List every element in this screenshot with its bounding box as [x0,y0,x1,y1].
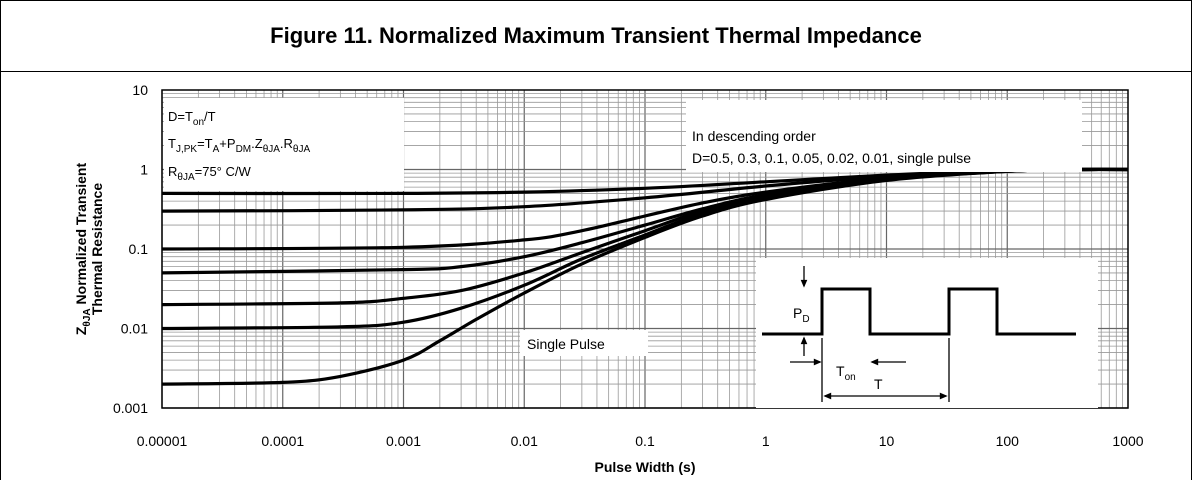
order-annotation: In descending order D=0.5, 0.3, 0.1, 0.0… [686,100,1082,172]
params-line-3: RθJA=75° C/W [168,164,251,183]
y-tick-label: 0.01 [121,321,148,337]
x-tick-label: 10 [879,433,895,449]
x-tick-label: 0.0001 [261,433,304,449]
x-axis-label: Pulse Width (s) [595,459,696,475]
order-line-2: D=0.5, 0.3, 0.1, 0.05, 0.02, 0.01, singl… [692,150,971,166]
pulse-waveform [762,287,1076,336]
arrow-head [800,279,808,288]
ton-label: Ton [836,363,856,383]
arrow-head [800,336,808,345]
y-tick-label: 0.001 [113,400,148,416]
arrow-head [823,392,832,400]
x-tick-label: 0.00001 [137,433,188,449]
inset-dimension-arrows [790,266,950,402]
params-line-1: D=Ton/T [168,109,216,128]
x-tick-label: 1000 [1112,433,1143,449]
arrow-head [939,392,948,400]
arrow-head [813,358,822,366]
y-tick-label: 1 [140,162,148,178]
x-tick-label: 0.001 [386,433,421,449]
x-tick-label: 1 [762,433,770,449]
period-label: T [874,376,883,392]
params-line-2: TJ,PK=TA+PDM.ZθJA.RθJA [168,136,310,155]
y-axis-label-line-1: ZθJA Normalized Transient [73,163,93,336]
title-bar: Figure 11. Normalized Maximum Transient … [1,1,1191,72]
params-annotation: D=Ton/T TJ,PK=TA+PDM.ZθJA.RθJA RθJA=75° … [164,98,404,191]
figure-title: Figure 11. Normalized Maximum Transient … [270,23,922,48]
single-pulse-label: Single Pulse [527,336,605,352]
y-axis-label: ZθJA Normalized Transient Thermal Resist… [73,163,105,336]
params-box [164,98,404,191]
y-tick-label: 0.1 [129,241,149,257]
series-line-6 [161,167,1129,386]
pulse-waveform-inset: PD Ton T [756,258,1098,408]
single-pulse-box [520,330,648,356]
order-line-1: In descending order [692,128,816,144]
arrow-head [870,358,879,366]
single-pulse-annotation: Single Pulse [520,330,648,356]
x-tick-label: 0.01 [511,433,538,449]
order-box [686,100,1082,172]
tick-labels: 0.00001 0.0001 0.001 0.01 0.1 1 10 100 1000 0.001… [113,82,1144,449]
y-tick-label: 10 [132,82,148,98]
x-tick-label: 100 [996,433,1020,449]
pd-label: PD [793,305,810,325]
y-axis-label-line-2: Thermal Resistance [89,183,105,315]
x-tick-label: 0.1 [635,433,655,449]
